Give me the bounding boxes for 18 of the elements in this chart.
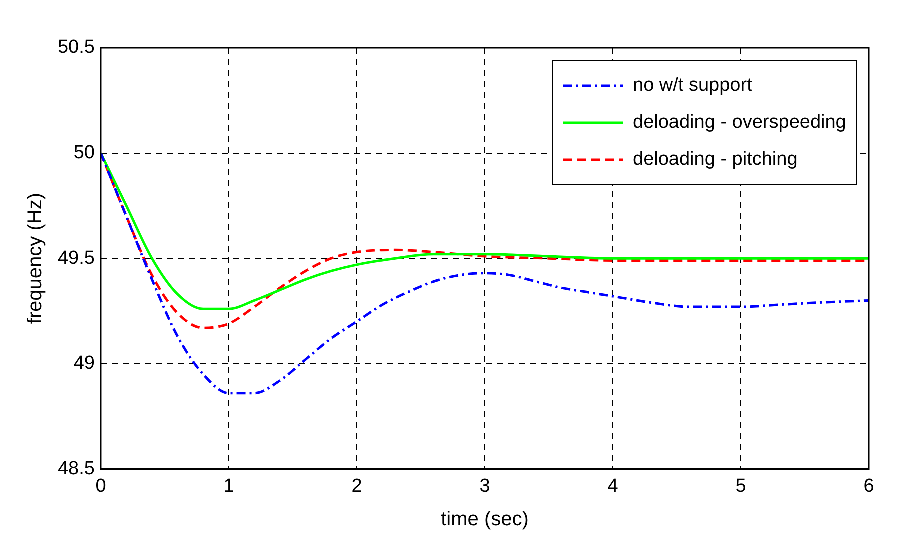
x-tick-label: 0 <box>96 476 106 497</box>
x-tick-label: 6 <box>864 476 874 497</box>
y-tick-label: 50 <box>74 142 95 164</box>
x-tick-label: 5 <box>736 476 746 497</box>
legend-label: deloading - pitching <box>633 148 798 170</box>
x-tick-label: 4 <box>608 476 619 497</box>
x-tick-label: 3 <box>480 476 490 497</box>
y-tick-label: 50.5 <box>58 37 95 58</box>
y-axis-title: frequency (Hz) <box>24 193 47 324</box>
y-tick-label: 48.5 <box>58 458 95 480</box>
legend-label: no w/t support <box>633 74 752 96</box>
y-tick-label: 49 <box>74 353 95 374</box>
legend-label: deloading - overspeeding <box>633 112 846 134</box>
x-tick-label: 2 <box>352 476 362 497</box>
x-axis-title: time (sec) <box>441 508 529 531</box>
line-series <box>100 152 869 395</box>
y-tick-label: 49.5 <box>58 248 95 269</box>
x-tick-label: 1 <box>224 476 234 497</box>
